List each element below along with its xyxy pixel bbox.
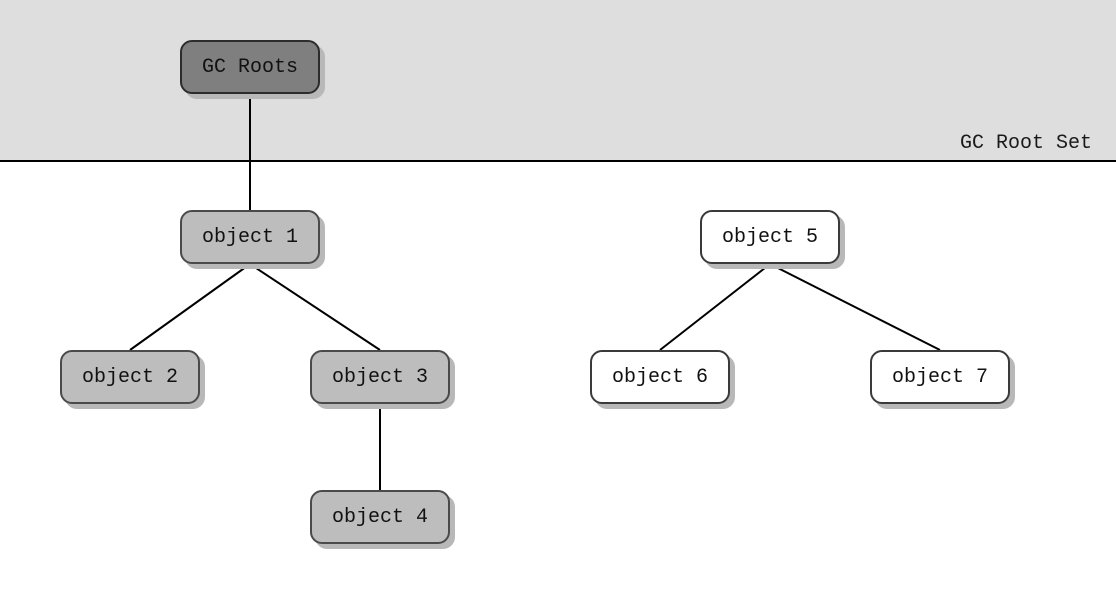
gc-root-set-divider: [0, 160, 1116, 162]
node-obj3: object 3: [310, 350, 450, 404]
edge-obj5-obj6: [660, 264, 770, 350]
node-label: object 2: [82, 366, 178, 389]
node-label: object 5: [722, 226, 818, 249]
gc-root-set-band: [0, 0, 1116, 160]
node-gc_roots: GC Roots: [180, 40, 320, 94]
node-label: object 3: [332, 366, 428, 389]
edge-obj1-obj2: [130, 264, 250, 350]
node-obj1: object 1: [180, 210, 320, 264]
edge-obj5-obj7: [770, 264, 940, 350]
diagram-canvas: GC Root Set GC Roots object 1 object 2 obje…: [0, 0, 1116, 590]
node-label: object 7: [892, 366, 988, 389]
node-label: object 4: [332, 506, 428, 529]
node-label: GC Roots: [202, 56, 298, 79]
edge-obj1-obj3: [250, 264, 380, 350]
node-label: object 6: [612, 366, 708, 389]
node-obj6: object 6: [590, 350, 730, 404]
node-obj7: object 7: [870, 350, 1010, 404]
node-label: object 1: [202, 226, 298, 249]
gc-root-set-label: GC Root Set: [960, 132, 1092, 155]
node-obj2: object 2: [60, 350, 200, 404]
node-obj4: object 4: [310, 490, 450, 544]
node-obj5: object 5: [700, 210, 840, 264]
